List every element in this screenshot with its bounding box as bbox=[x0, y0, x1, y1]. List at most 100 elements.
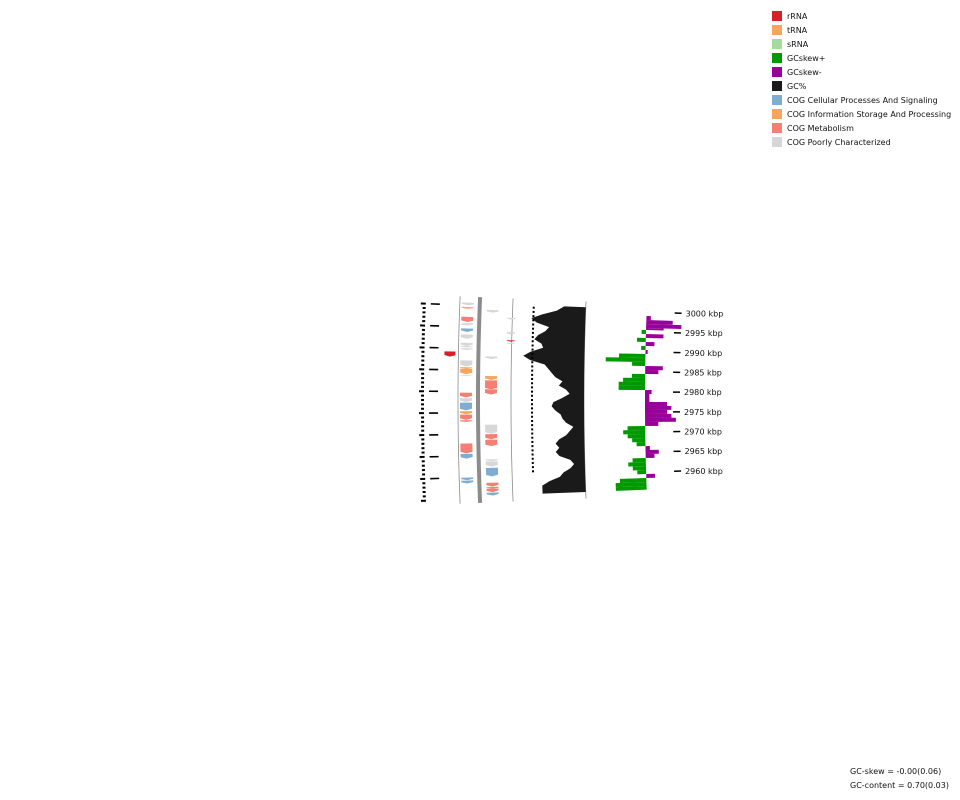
legend-item-cog-poorly-characterized: COG Poorly Characterized bbox=[772, 135, 951, 149]
genome-backbone bbox=[475, 297, 483, 503]
guide-line bbox=[457, 296, 461, 504]
feature-cog-poorly-characterized bbox=[460, 346, 473, 348]
feature-cog-cellular-processes-and-signaling bbox=[486, 492, 499, 496]
feature-cog-poorly-characterized bbox=[507, 317, 516, 320]
legend-label: COG Metabolism bbox=[787, 123, 854, 133]
feature-cog-poorly-characterized bbox=[460, 398, 473, 403]
gc-content-track bbox=[523, 306, 586, 494]
gc-skew-positive-bin bbox=[605, 357, 646, 362]
tick-label: 2965 kbp bbox=[685, 447, 723, 456]
feature-cog-poorly-characterized bbox=[460, 342, 473, 347]
feature-cog-metabolism bbox=[486, 482, 499, 487]
legend-swatch bbox=[772, 25, 782, 35]
gc-skew-negative-bin bbox=[645, 413, 672, 419]
feature-trna bbox=[460, 411, 473, 415]
gc-skew-positive-bin bbox=[618, 385, 646, 390]
legend-item-srna: sRNA bbox=[772, 37, 951, 51]
legend-label: GCskew- bbox=[787, 67, 822, 77]
feature-cog-cellular-processes-and-signaling bbox=[460, 328, 474, 332]
feature-cog-metabolism bbox=[460, 414, 473, 420]
gc-skew-positive-bin bbox=[641, 329, 647, 334]
legend: rRNA tRNA sRNA GCskew+ GCskew- GC% COG Cellula… bbox=[772, 9, 951, 149]
gc-skew-positive-bin bbox=[627, 426, 646, 431]
gc-skew-negative-bin bbox=[646, 315, 651, 321]
feature-trna bbox=[461, 306, 474, 309]
tick-label: 3000 kbp bbox=[686, 309, 724, 318]
backbone-line bbox=[475, 297, 483, 503]
legend-item-gc-: GC% bbox=[772, 79, 951, 93]
legend-item-cog-metabolism: COG Metabolism bbox=[772, 121, 951, 135]
gc-skew-positive-bin bbox=[618, 381, 646, 386]
gc-skew-positive-bin bbox=[636, 442, 646, 447]
feature-cog-poorly-characterized bbox=[461, 324, 474, 326]
gc-skew-negative-bin bbox=[646, 327, 664, 331]
legend-item-cog-information-storage-and-processing: COG Information Storage And Processing bbox=[772, 107, 951, 121]
feature-cog-metabolism bbox=[485, 389, 498, 395]
gc-content-area bbox=[523, 306, 586, 494]
position-ruler: 3000 kbp 2995 kbp 2990 kbp 2985 kbp 2980 kbp… bbox=[419, 302, 724, 502]
feature-cog-cellular-processes-and-signaling bbox=[485, 467, 499, 477]
gc-skew-negative-bin bbox=[646, 323, 682, 330]
legend-label: COG Cellular Processes And Signaling bbox=[787, 95, 938, 105]
gc-skew-positive-bin bbox=[615, 482, 647, 488]
feature-cog-poorly-characterized bbox=[460, 360, 473, 367]
gc-skew-track bbox=[605, 309, 682, 491]
legend-label: COG Poorly Characterized bbox=[787, 137, 891, 147]
gc-skew-positive-bin bbox=[636, 337, 646, 342]
legend-label: COG Information Storage And Processing bbox=[787, 109, 952, 119]
legend-item-trna: tRNA bbox=[772, 23, 951, 37]
feature-cog-cellular-processes-and-signaling bbox=[461, 480, 474, 484]
legend-item-cog-cellular-processes-and-signaling: COG Cellular Processes And Signaling bbox=[772, 93, 951, 107]
tick-label: 2980 kbp bbox=[684, 388, 722, 397]
gc-skew-negative-bin bbox=[645, 405, 672, 411]
gc-content-stat: GC-content = 0.70(0.03) bbox=[850, 781, 949, 790]
gc-skew-positive-bin bbox=[631, 373, 646, 378]
feature-cog-metabolism bbox=[485, 434, 498, 440]
feature-cog-metabolism bbox=[460, 443, 473, 454]
legend-label: sRNA bbox=[787, 39, 809, 49]
gc-skew-positive-bin bbox=[637, 470, 647, 475]
feature-trna bbox=[460, 368, 473, 375]
legend-label: GC% bbox=[787, 81, 807, 91]
feature-cog-poorly-characterized bbox=[485, 459, 498, 461]
feature-cog-metabolism bbox=[485, 380, 498, 390]
gc-skew-negative-bin bbox=[645, 389, 652, 395]
feature-cog-poorly-characterized bbox=[461, 302, 474, 306]
legend-swatch bbox=[772, 39, 782, 49]
feature-cog-cellular-processes-and-signaling bbox=[461, 477, 474, 481]
feature-cog-poorly-characterized bbox=[486, 309, 499, 313]
feature-cog-poorly-characterized bbox=[485, 424, 498, 434]
feature-cog-poorly-characterized bbox=[506, 331, 515, 334]
feature-cog-poorly-characterized bbox=[460, 334, 473, 339]
feature-cog-poorly-characterized bbox=[506, 342, 515, 345]
tick-label: 2970 kbp bbox=[684, 427, 722, 436]
legend-label: GCskew+ bbox=[787, 53, 826, 63]
gc-skew-negative-bin bbox=[645, 421, 659, 427]
feature-cog-poorly-characterized bbox=[506, 333, 515, 335]
feature-cog-cellular-processes-and-signaling bbox=[460, 402, 473, 411]
legend-swatch bbox=[772, 137, 782, 147]
feature-cog-metabolism bbox=[486, 486, 499, 489]
tick-label: 2990 kbp bbox=[684, 349, 722, 358]
tick-label: 2985 kbp bbox=[684, 368, 722, 377]
feature-rrna bbox=[506, 340, 515, 342]
legend-label: rRNA bbox=[787, 11, 808, 21]
gc-skew-negative-bin bbox=[645, 417, 676, 423]
gc-skew-negative-bin bbox=[645, 333, 664, 339]
legend-swatch bbox=[772, 81, 782, 91]
gc-skew-stat: GC-skew = -0.00(0.06) bbox=[850, 767, 942, 776]
gc-skew-negative-bin bbox=[646, 473, 656, 479]
feature-cog-metabolism bbox=[485, 439, 498, 447]
legend-item-rrna: rRNA bbox=[772, 9, 951, 23]
legend-item-gcskew-: GCskew+ bbox=[772, 51, 951, 65]
feature-cog-poorly-characterized bbox=[460, 374, 473, 376]
gc-skew-negative-bin bbox=[645, 449, 659, 455]
statistics-panel: GC-skew = -0.00(0.06) GC-content = 0.70(… bbox=[850, 765, 949, 793]
legend-swatch bbox=[772, 109, 782, 119]
gc-skew-positive-bin bbox=[632, 466, 647, 471]
tick-label: 2995 kbp bbox=[685, 329, 723, 338]
feature-cog-poorly-characterized bbox=[485, 461, 498, 467]
gc-skew-negative-bin bbox=[646, 319, 673, 325]
feature-rrna bbox=[444, 351, 456, 357]
